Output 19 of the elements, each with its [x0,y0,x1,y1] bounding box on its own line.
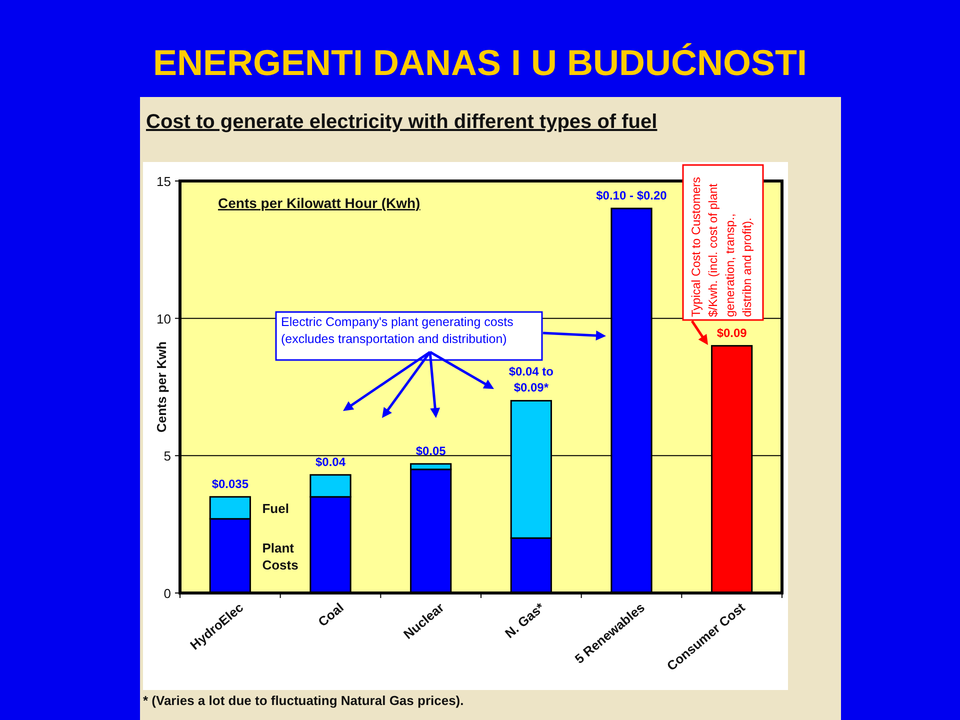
annotation: $0.09 [716,326,748,340]
y-tick-label: 15 [156,174,171,189]
annotation: Cents per Kilowatt Hour (Kwh) [218,195,420,211]
series-label: Plant Costs [262,540,298,572]
annotation: $0.04 [315,454,346,469]
y-tick-label: 5 [164,448,171,464]
annotation: Typical Cost to Customers $/Kwh. (incl. cost of plant generation, transp., distribn and profit). [689,176,754,317]
text: * (Varies a lot due to fluctuating Natural Gas prices). [143,693,464,708]
y-axis-title: Cents per Kwh [154,341,169,433]
annotation: $0.035 [212,476,249,491]
annotation: $0.05 [416,444,446,458]
y-tick-label: 0 [164,586,171,601]
series-label: Fuel [262,500,289,516]
annotation: Electric Company's plant generating costs (excludes transportation and distribution) [281,315,514,346]
chart-subtitle: Cost to generate electricity with different types of fuel [146,111,658,133]
chart-title: ENERGENTI DANAS I U BUDUĆNOSTI [152,42,808,83]
annotation: $0.04 to $0.09* [508,364,554,395]
y-tick-label: 10 [156,311,171,326]
annotation: $0.10 - $0.20 [596,188,668,202]
